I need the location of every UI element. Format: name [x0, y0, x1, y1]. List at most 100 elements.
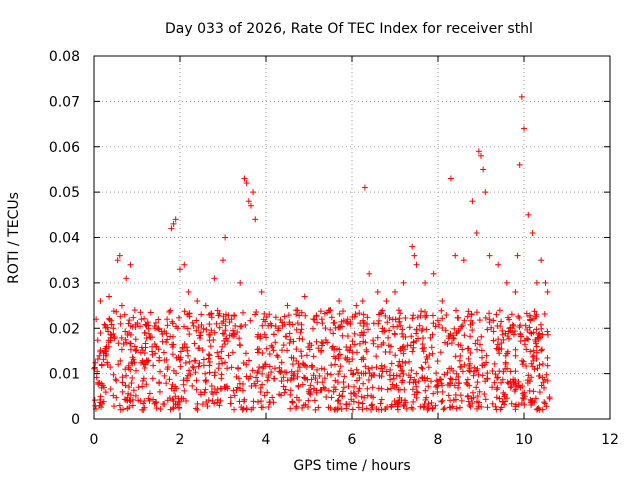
data-point [228, 316, 235, 323]
data-point [347, 367, 354, 374]
data-point [243, 361, 250, 368]
data-point [193, 377, 200, 384]
data-point [211, 386, 218, 393]
data-point [235, 365, 242, 372]
data-point [413, 326, 420, 333]
data-point [478, 403, 485, 410]
data-point [456, 380, 463, 387]
data-point [313, 338, 320, 345]
data-point [253, 309, 260, 316]
data-point [155, 325, 162, 332]
data-point [168, 225, 175, 232]
data-point [399, 377, 406, 384]
y-tick-label: 0.05 [49, 185, 80, 201]
data-point [194, 400, 201, 407]
data-point [267, 399, 274, 406]
data-point [117, 357, 124, 364]
data-point [527, 314, 534, 321]
data-point [429, 350, 436, 357]
data-point [452, 252, 459, 259]
data-point [409, 386, 416, 393]
data-point [409, 315, 416, 322]
data-point [533, 406, 540, 413]
data-point [254, 378, 261, 385]
data-point [483, 359, 490, 366]
data-point [351, 383, 358, 390]
data-point [202, 302, 209, 309]
data-point [344, 347, 351, 354]
data-point [402, 314, 409, 321]
data-point [478, 347, 485, 354]
data-point [538, 325, 545, 332]
data-point [260, 316, 267, 323]
data-point [147, 309, 154, 316]
data-point [453, 405, 460, 412]
data-point [224, 365, 231, 372]
data-point [474, 393, 481, 400]
data-point [378, 373, 385, 380]
data-point [467, 321, 474, 328]
data-point [282, 386, 289, 393]
data-point [222, 322, 229, 329]
data-point [252, 216, 259, 223]
plot-frame [93, 55, 611, 420]
data-point [149, 375, 156, 382]
data-point [184, 325, 191, 332]
data-point [508, 400, 515, 407]
data-point [211, 275, 218, 282]
data-point [129, 396, 136, 403]
data-point [199, 347, 206, 354]
data-point [124, 405, 131, 412]
data-point [177, 266, 183, 273]
data-point [413, 370, 420, 377]
data-point [218, 355, 225, 362]
data-point [433, 377, 440, 384]
data-point [458, 323, 465, 330]
data-point [489, 400, 496, 407]
data-point [336, 298, 343, 305]
data-point [400, 343, 407, 350]
data-point [167, 406, 174, 413]
data-point [152, 319, 159, 326]
x-tick-label: 2 [176, 432, 185, 448]
data-point [350, 370, 357, 377]
data-point [358, 370, 365, 377]
data-point [319, 379, 326, 386]
data-point [502, 330, 509, 337]
data-point [508, 311, 515, 318]
data-point [190, 364, 197, 371]
data-point [310, 385, 317, 392]
data-point [259, 322, 266, 329]
data-point [336, 324, 343, 331]
data-point [144, 319, 151, 326]
data-point [455, 373, 462, 380]
data-point [479, 372, 486, 379]
data-point [194, 298, 201, 305]
data-point [193, 317, 200, 324]
data-point [180, 381, 187, 388]
y-axis-label: ROTI / TECUs [6, 192, 22, 284]
data-point [359, 406, 366, 413]
data-point [349, 371, 356, 378]
data-point [430, 270, 437, 277]
data-point [356, 374, 363, 381]
data-point [110, 392, 117, 399]
data-point [293, 346, 300, 353]
data-point [415, 378, 422, 385]
data-point [208, 383, 215, 390]
data-point [320, 340, 327, 347]
data-point [339, 388, 346, 395]
data-point [344, 333, 351, 340]
data-point [538, 382, 545, 389]
data-point [408, 404, 415, 411]
data-point [444, 369, 451, 376]
data-point [348, 390, 355, 397]
data-point [447, 330, 454, 337]
data-point [502, 352, 509, 359]
data-point [315, 345, 322, 352]
y-tick-label: 0.01 [49, 367, 80, 383]
data-point [363, 346, 370, 353]
data-point [544, 377, 551, 384]
data-point [534, 406, 541, 413]
data-point [294, 320, 301, 327]
